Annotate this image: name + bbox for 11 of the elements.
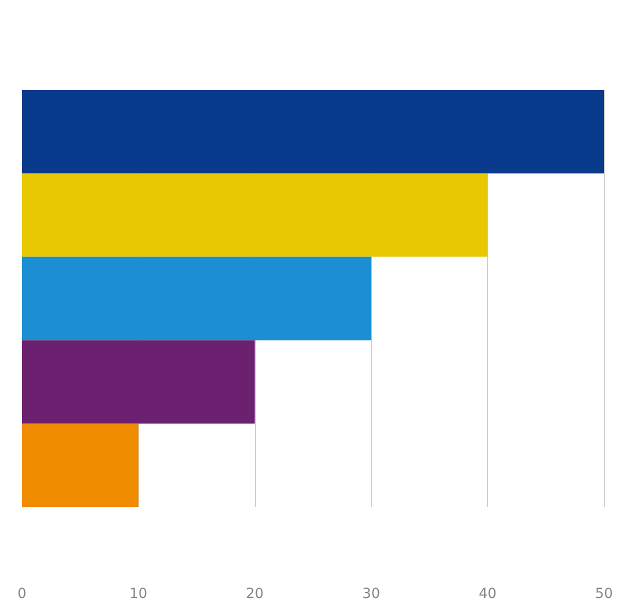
x-tick-label: 40	[478, 586, 497, 602]
x-tick-label: 50	[595, 586, 613, 602]
bar	[22, 340, 255, 424]
x-tick-label: 0	[18, 586, 26, 602]
bar	[22, 90, 604, 174]
bar	[22, 256, 372, 340]
x-tick-label: 20	[246, 586, 264, 602]
bar	[22, 424, 138, 507]
bar	[22, 173, 488, 257]
x-tick-label: 10	[129, 586, 148, 602]
x-tick-label: 30	[362, 586, 380, 602]
